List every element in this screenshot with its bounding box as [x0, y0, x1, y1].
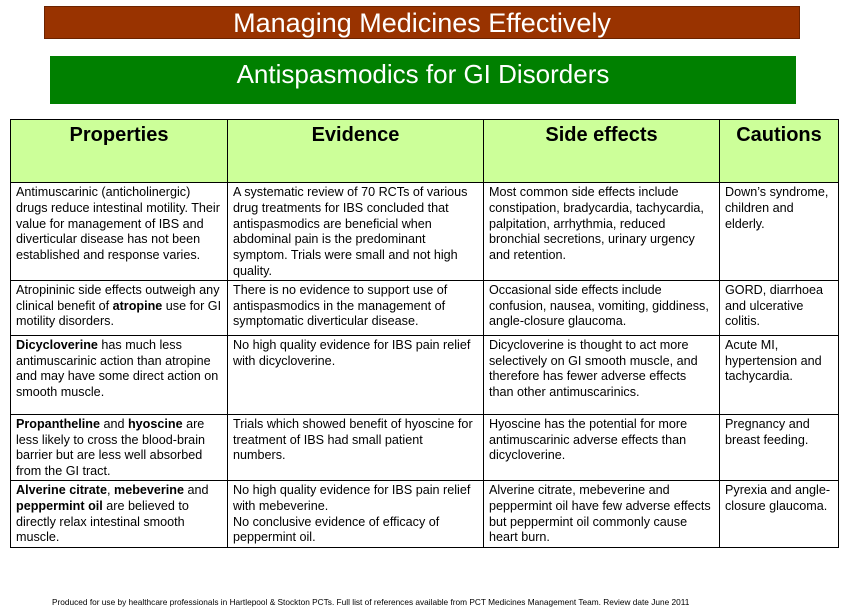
text-segment: are believed to directly relax intestina…: [16, 498, 189, 545]
cell-properties: Antimuscarinic (anticholinergic) drugs r…: [10, 182, 228, 281]
cell-evidence: Trials which showed benefit of hyoscine …: [227, 413, 484, 481]
cell-properties: Propantheline and hyoscine are less like…: [10, 413, 228, 481]
cell-evidence: No high quality evidence for IBS pain re…: [227, 479, 484, 548]
cell-side-effects: Most common side effects include constip…: [483, 182, 720, 281]
evidence-line: No conclusive evidence of efficacy of pe…: [233, 514, 440, 545]
footer-note: Produced for use by healthcare professio…: [52, 597, 690, 607]
cell-cautions: Acute MI, hypertension and tachycardia.: [719, 334, 839, 415]
cell-evidence: A systematic review of 70 RCTs of variou…: [227, 182, 484, 281]
cell-evidence: There is no evidence to support use of a…: [227, 279, 484, 336]
drug-name: hyoscine: [127, 416, 183, 431]
text-segment: has much less antimuscarinic action than…: [16, 337, 219, 400]
table-header-row: Properties Evidence Side effects Caution…: [10, 119, 839, 183]
text-segment: are less likely to cross the blood-brain…: [16, 416, 205, 479]
cell-side-effects: Alverine citrate, mebeverine and pepperm…: [483, 479, 720, 548]
page-title: Managing Medicines Effectively: [44, 6, 800, 39]
drug-name: atropine: [112, 298, 163, 313]
drug-name: mebeverine: [114, 482, 185, 497]
text-segment: and: [184, 482, 209, 497]
cell-side-effects: Occasional side effects include confusio…: [483, 279, 720, 336]
text-segment: and: [99, 416, 128, 431]
page-subtitle: Antispasmodics for GI Disorders: [50, 56, 796, 104]
cell-side-effects: Hyoscine has the potential for more anti…: [483, 413, 720, 481]
cell-cautions: GORD, diarrhoea and ulcerative colitis.: [719, 279, 839, 336]
column-header-side-effects: Side effects: [483, 119, 720, 183]
drug-name: Dicycloverine: [16, 337, 98, 352]
column-header-properties: Properties: [10, 119, 228, 183]
table-row: Atropininic side effects outweigh any cl…: [10, 279, 839, 336]
column-header-evidence: Evidence: [227, 119, 484, 183]
table-row: Alverine citrate, mebeverine and pepperm…: [10, 479, 839, 548]
antispasmodics-table: Properties Evidence Side effects Caution…: [10, 119, 839, 548]
table-row: Propantheline and hyoscine are less like…: [10, 413, 839, 481]
evidence-line: No high quality evidence for IBS pain re…: [233, 482, 471, 513]
table-row: Antimuscarinic (anticholinergic) drugs r…: [10, 182, 839, 281]
text-segment: ,: [107, 482, 114, 497]
drug-name: peppermint oil: [16, 498, 103, 513]
cell-properties: Alverine citrate, mebeverine and pepperm…: [10, 479, 228, 548]
text-segment: use for GI motility disorders.: [16, 298, 222, 329]
column-header-cautions: Cautions: [719, 119, 839, 183]
text-segment: Atropininic side effects outweigh any cl…: [16, 282, 220, 313]
cell-properties: Dicycloverine has much less antimuscarin…: [10, 334, 228, 415]
cell-side-effects: Dicycloverine is thought to act more sel…: [483, 334, 720, 415]
table-row: Dicycloverine has much less antimuscarin…: [10, 334, 839, 415]
drug-name: Propantheline: [16, 416, 100, 431]
cell-evidence: No high quality evidence for IBS pain re…: [227, 334, 484, 415]
drug-name: Alverine citrate: [16, 482, 107, 497]
cell-cautions: Down’s syndrome, children and elderly.: [719, 182, 839, 281]
cell-cautions: Pyrexia and angle-closure glaucoma.: [719, 479, 839, 548]
cell-properties: Atropininic side effects outweigh any cl…: [10, 279, 228, 336]
cell-cautions: Pregnancy and breast feeding.: [719, 413, 839, 481]
